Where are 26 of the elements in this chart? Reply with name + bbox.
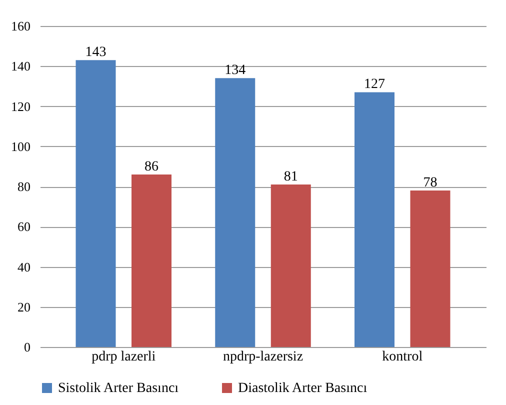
y-tick-label: 140 (11, 58, 30, 74)
bar (270, 184, 311, 347)
y-tick-label: 160 (11, 18, 30, 34)
bar (354, 92, 394, 347)
y-tick-label: 120 (11, 98, 30, 114)
data-label: 81 (284, 169, 298, 184)
data-label: 86 (144, 159, 158, 174)
data-label: 127 (364, 77, 385, 92)
y-tick-label: 100 (11, 138, 30, 154)
bar (76, 60, 116, 347)
bar (410, 190, 450, 347)
data-label: 78 (423, 176, 438, 191)
x-tick-label: pdrp lazerli (92, 350, 156, 364)
bar (132, 174, 172, 347)
y-tick-label: 60 (18, 219, 30, 234)
legend-label: Diastolik Arter Basıncı (238, 381, 368, 396)
y-tick-label: 0 (24, 340, 30, 354)
x-tick-label: kontrol (382, 350, 423, 364)
y-tick-label: 40 (18, 259, 30, 274)
y-tick-label: 80 (18, 179, 30, 194)
data-label: 143 (85, 45, 106, 60)
data-label: 134 (224, 63, 246, 78)
x-tick-label: npdrp-lazersiz (222, 350, 304, 364)
y-tick-label: 20 (18, 299, 30, 314)
bar (215, 78, 256, 347)
legend-label: Sistolik Arter Basıncı (58, 381, 179, 396)
